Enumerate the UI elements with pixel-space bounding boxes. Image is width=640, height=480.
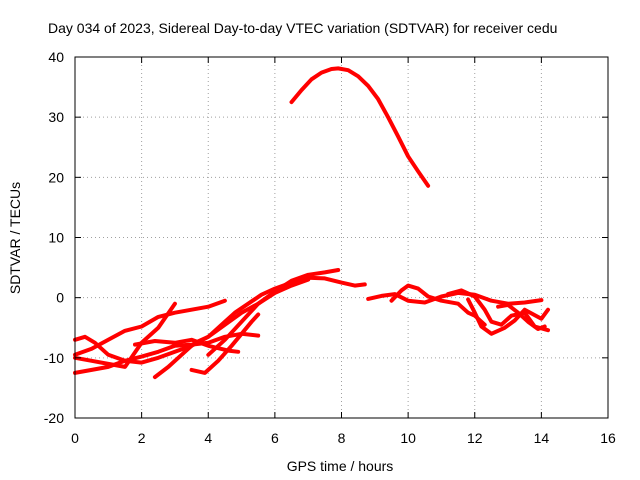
- x-tick-label: 4: [204, 430, 212, 446]
- y-tick-label: 40: [48, 49, 64, 65]
- y-axis-label: SDTVAR / TECUs: [7, 182, 23, 294]
- series-line-arc-rise-7: [189, 312, 261, 375]
- x-tick-label: 16: [600, 430, 616, 446]
- series-line-arc-late-5: [496, 302, 547, 331]
- y-tick-label: -20: [44, 410, 64, 426]
- series-line-arc-rise-2: [73, 298, 227, 357]
- x-tick-label: 6: [271, 430, 279, 446]
- y-tick-label: 30: [48, 109, 64, 125]
- y-tick-label: -10: [44, 350, 64, 366]
- series-line-arc-high: [289, 66, 431, 188]
- x-tick-label: 12: [467, 430, 483, 446]
- y-tick-label: 20: [48, 169, 64, 185]
- series-line-arc-rise-8: [206, 277, 311, 357]
- x-axis-ticks: 0 2 4 6 8 10 12 14 16: [71, 57, 616, 446]
- x-tick-label: 0: [71, 430, 79, 446]
- x-tick-label: 2: [138, 430, 146, 446]
- series-line-arc-rise-4: [73, 301, 177, 369]
- series-line-arc-rise-5: [152, 275, 367, 380]
- series-line-arc-late-4: [466, 297, 550, 336]
- y-axis-ticks: -20 -10 0 10 20 30 40: [44, 49, 608, 426]
- x-axis-label: GPS time / hours: [287, 458, 394, 474]
- x-tick-label: 10: [400, 430, 416, 446]
- x-tick-label: 8: [338, 430, 346, 446]
- series-line-arc-late-2: [389, 283, 487, 327]
- data-series: [73, 66, 550, 380]
- y-tick-label: 10: [48, 230, 64, 246]
- x-tick-label: 14: [534, 430, 550, 446]
- y-tick-label: 0: [56, 290, 64, 306]
- chart-title: Day 034 of 2023, Sidereal Day-to-day VTE…: [48, 20, 557, 36]
- series-line-arc-late-3: [446, 288, 550, 333]
